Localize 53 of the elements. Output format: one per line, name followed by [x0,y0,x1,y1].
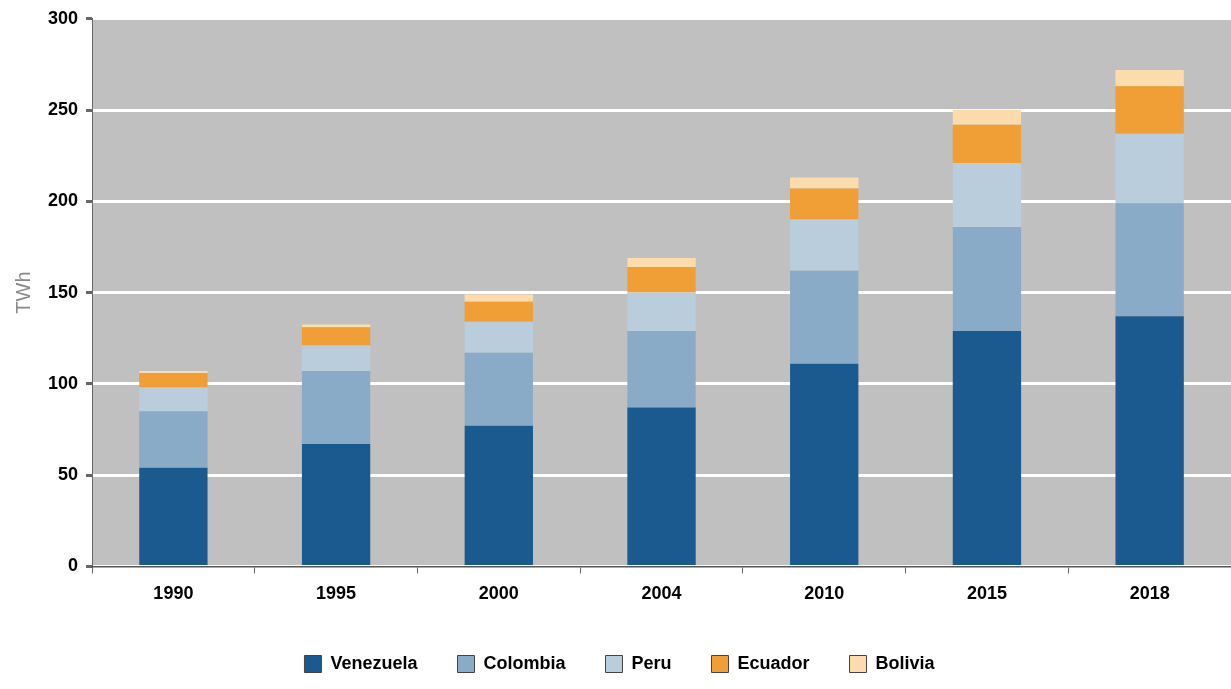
legend-label: Colombia [483,652,567,673]
bar [1115,69,1184,87]
bar [464,294,533,302]
bar [1115,316,1184,565]
bar [1115,133,1184,204]
legend-label: Venezuela [330,652,419,673]
bar [952,330,1022,565]
bar [627,257,696,268]
bar [464,301,533,322]
legend-label: Peru [631,652,672,673]
legend-label: Bolivia [875,652,936,673]
bar [301,345,371,372]
bar [952,226,1022,331]
bar [301,444,371,565]
bar [952,110,1022,125]
bar [627,407,696,565]
bar [464,352,533,426]
bar [790,188,859,220]
bar [790,219,859,271]
y-tick-label: 200 [47,190,79,211]
bar [790,363,859,565]
bar [952,163,1022,227]
bar [139,372,208,388]
y-tick-label: 50 [58,464,79,485]
bar [139,387,208,412]
x-tick-label: 2010 [804,583,845,604]
y-tick-label: 0 [68,555,79,576]
bar [139,467,208,565]
x-tick-label: 1995 [316,583,357,604]
bar [139,411,208,468]
bar [464,425,533,565]
bar [627,330,696,408]
bar [627,292,696,331]
x-tick-label: 1990 [153,583,194,604]
x-tick-label: 2018 [1129,583,1170,604]
bar [301,327,371,346]
x-tick-label: 2015 [966,583,1007,604]
bar [464,321,533,353]
y-tick-label: 150 [47,281,79,302]
bar [1115,86,1184,134]
legend-label: Ecuador [737,652,810,673]
x-tick-label: 2000 [478,583,519,604]
bar [790,177,859,189]
bar [952,124,1022,163]
y-tick-label: 300 [47,7,79,28]
bar [627,267,696,293]
y-axis-title: TWh [11,271,34,314]
x-tick-label: 2004 [641,583,682,604]
y-tick-label: 250 [47,99,79,120]
y-tick-label: 100 [47,372,79,393]
bar [790,270,859,364]
bar [301,371,371,445]
bar [1115,203,1184,317]
